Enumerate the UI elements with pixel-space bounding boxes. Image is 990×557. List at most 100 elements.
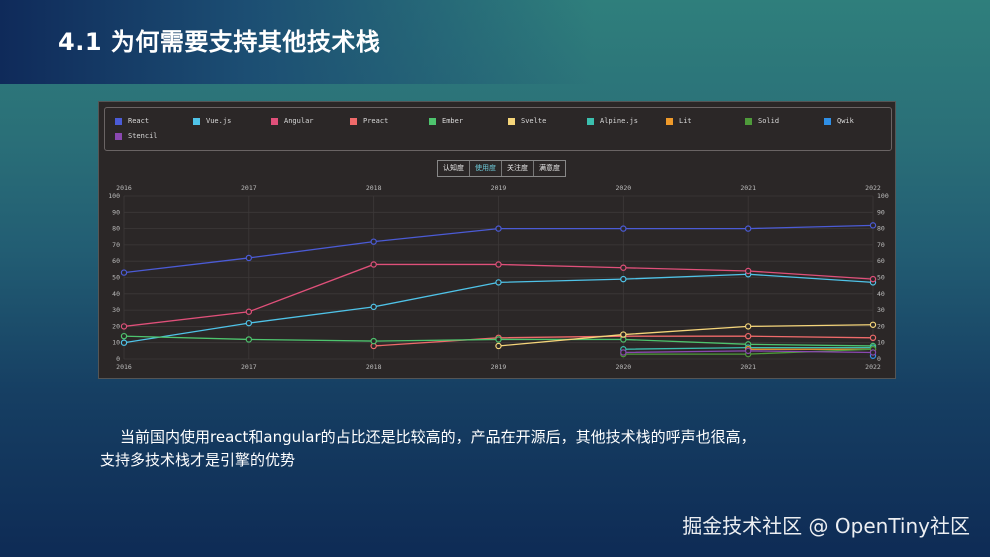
data-point-svelte — [620, 331, 627, 338]
legend-swatch — [429, 117, 436, 125]
data-point-preact — [744, 332, 752, 340]
data-point-stencil — [620, 349, 627, 356]
y-tick-label-right: 50 — [877, 274, 885, 282]
data-point-react — [120, 269, 128, 276]
legend-swatch — [666, 117, 673, 125]
y-tick-label-right: 30 — [877, 306, 885, 314]
y-tick-label-right: 10 — [877, 339, 885, 347]
y-tick-label-left: 10 — [112, 339, 120, 347]
x-tick-label-bottom: 2020 — [616, 363, 632, 371]
legend-item-svelte[interactable]: Svelte — [508, 117, 546, 125]
data-point-react — [370, 238, 377, 245]
data-point-stencil — [744, 347, 752, 355]
data-point-vue-js — [370, 303, 377, 311]
tab-2[interactable]: 关注度 — [502, 161, 534, 176]
data-point-vue-js — [245, 319, 253, 327]
y-tick-label-left: 80 — [112, 225, 120, 233]
data-point-ember — [120, 332, 128, 340]
legend-label: Angular — [284, 117, 314, 125]
legend-item-lit[interactable]: Lit — [666, 117, 692, 125]
data-point-stencil — [869, 349, 877, 356]
y-tick-label-left: 100 — [108, 192, 120, 200]
legend-swatch — [508, 117, 515, 125]
legend-label: Lit — [679, 117, 692, 125]
data-point-angular — [370, 261, 377, 268]
y-tick-label-right: 40 — [877, 290, 885, 298]
x-tick-label-bottom: 2019 — [491, 363, 507, 371]
data-point-vue-js — [120, 339, 128, 346]
legend-swatch — [824, 117, 831, 125]
data-point-react — [744, 225, 752, 232]
legend-label: Svelte — [521, 117, 547, 125]
y-tick-label-right: 60 — [877, 257, 885, 265]
y-tick-label-right: 80 — [877, 225, 885, 233]
metric-tabs: 认知度 使用度 关注度 满意度 — [437, 160, 566, 177]
x-tick-label-bottom: 2016 — [116, 363, 132, 371]
data-point-angular — [120, 323, 128, 330]
y-tick-label-left: 40 — [112, 290, 120, 298]
tab-3[interactable]: 满意度 — [534, 161, 565, 176]
x-tick-label-top: 2016 — [116, 184, 132, 192]
legend-item-angular[interactable]: Angular — [271, 117, 314, 125]
x-tick-label-bottom: 2021 — [740, 363, 756, 371]
y-tick-label-left: 60 — [112, 257, 120, 265]
data-point-angular — [869, 275, 877, 283]
y-tick-label-left: 20 — [112, 322, 120, 330]
x-tick-label-top: 2022 — [865, 184, 881, 192]
data-point-ember — [370, 337, 377, 345]
legend-label: Ember — [442, 117, 464, 125]
y-tick-label-right: 100 — [877, 192, 889, 200]
data-point-react — [869, 222, 877, 229]
legend-swatch — [745, 117, 752, 125]
legend-swatch — [115, 117, 122, 125]
legend-item-ember[interactable]: Ember — [429, 117, 463, 125]
x-tick-label-bottom: 2018 — [366, 363, 382, 371]
x-tick-label-top: 2020 — [616, 184, 632, 192]
data-point-angular — [620, 264, 627, 271]
legend-swatch — [115, 132, 122, 140]
legend-item-preact[interactable]: Preact — [350, 117, 388, 125]
y-tick-label-left: 30 — [112, 306, 120, 314]
legend-item-solid[interactable]: Solid — [745, 117, 779, 125]
watermark: 掘金技术社区 @ OpenTiny社区 — [682, 514, 970, 538]
legend-item-alpine-js[interactable]: Alpine.js — [587, 117, 638, 125]
caption-line-1: 当前国内使用react和angular的占比还是比较高的，产品在开源后，其他技术… — [120, 428, 756, 446]
title-band — [0, 0, 990, 84]
y-tick-label-left: 70 — [112, 241, 120, 249]
legend-label: Vue.js — [206, 117, 232, 125]
legend-label: Stencil — [128, 132, 158, 140]
legend-item-react[interactable]: React — [115, 117, 149, 125]
tab-1[interactable]: 使用度 — [470, 161, 502, 176]
data-point-ember — [495, 336, 502, 343]
legend-label: Alpine.js — [600, 117, 638, 125]
tab-0[interactable]: 认知度 — [438, 161, 470, 176]
legend-label: Preact — [363, 117, 389, 125]
legend-swatch — [350, 117, 357, 125]
y-tick-label-right: 90 — [877, 208, 885, 216]
data-point-react — [620, 225, 627, 232]
legend-item-vue-js[interactable]: Vue.js — [193, 117, 231, 125]
data-point-svelte — [744, 323, 752, 330]
legend-label: React — [128, 117, 150, 125]
caption-line-2: 支持多技术栈才是引擎的优势 — [100, 451, 296, 469]
legend-swatch — [271, 117, 278, 125]
x-tick-label-bottom: 2017 — [241, 363, 257, 371]
x-tick-label-top: 2019 — [491, 184, 507, 192]
legend-item-qwik[interactable]: Qwik — [824, 117, 854, 125]
slide-title: 4.1 为何需要支持其他技术栈 — [58, 28, 381, 56]
x-tick-label-bottom: 2022 — [865, 363, 881, 371]
data-point-vue-js — [620, 275, 627, 283]
y-tick-label-right: 70 — [877, 241, 885, 249]
data-point-svelte — [495, 342, 502, 350]
x-tick-label-top: 2018 — [366, 184, 382, 192]
data-point-angular — [744, 267, 752, 275]
data-point-react — [495, 225, 502, 232]
legend-label: Qwik — [837, 117, 854, 125]
legend-swatch — [587, 117, 594, 125]
y-tick-label-left: 50 — [112, 274, 120, 282]
data-point-svelte — [869, 321, 877, 328]
y-tick-label-right: 20 — [877, 322, 885, 330]
data-point-react — [245, 254, 253, 262]
legend-item-stencil[interactable]: Stencil — [115, 132, 158, 140]
